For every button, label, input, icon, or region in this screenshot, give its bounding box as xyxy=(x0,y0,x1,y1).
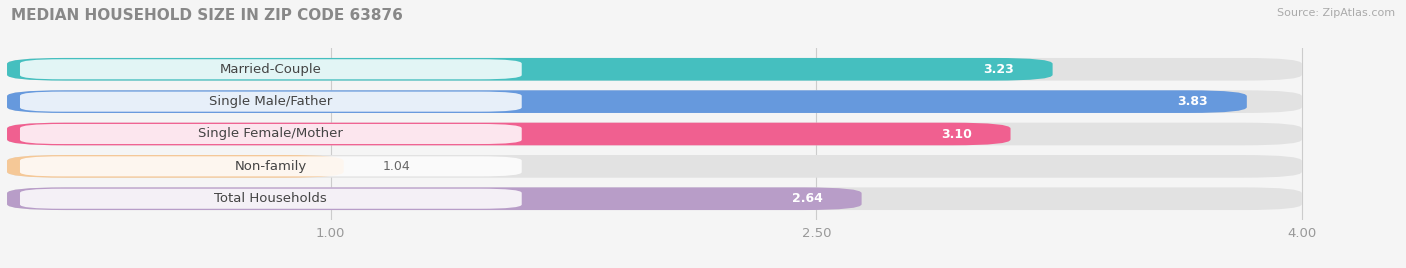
Text: 2.64: 2.64 xyxy=(792,192,823,205)
FancyBboxPatch shape xyxy=(7,123,1011,145)
Text: Married-Couple: Married-Couple xyxy=(219,63,322,76)
Text: 3.23: 3.23 xyxy=(983,63,1014,76)
Text: Single Male/Father: Single Male/Father xyxy=(209,95,332,108)
FancyBboxPatch shape xyxy=(20,124,522,144)
FancyBboxPatch shape xyxy=(20,59,522,79)
Text: Total Households: Total Households xyxy=(215,192,328,205)
FancyBboxPatch shape xyxy=(20,156,522,176)
Text: MEDIAN HOUSEHOLD SIZE IN ZIP CODE 63876: MEDIAN HOUSEHOLD SIZE IN ZIP CODE 63876 xyxy=(11,8,404,23)
FancyBboxPatch shape xyxy=(7,90,1302,113)
Text: Single Female/Mother: Single Female/Mother xyxy=(198,128,343,140)
FancyBboxPatch shape xyxy=(7,58,1302,81)
FancyBboxPatch shape xyxy=(7,187,1302,210)
Text: 3.83: 3.83 xyxy=(1177,95,1208,108)
FancyBboxPatch shape xyxy=(7,187,862,210)
FancyBboxPatch shape xyxy=(7,155,343,178)
FancyBboxPatch shape xyxy=(7,58,1053,81)
FancyBboxPatch shape xyxy=(7,123,1302,145)
FancyBboxPatch shape xyxy=(7,90,1247,113)
FancyBboxPatch shape xyxy=(20,92,522,112)
FancyBboxPatch shape xyxy=(20,189,522,209)
Text: Non-family: Non-family xyxy=(235,160,307,173)
Text: 3.10: 3.10 xyxy=(941,128,972,140)
Text: 1.04: 1.04 xyxy=(382,160,411,173)
Text: Source: ZipAtlas.com: Source: ZipAtlas.com xyxy=(1277,8,1395,18)
FancyBboxPatch shape xyxy=(7,155,1302,178)
